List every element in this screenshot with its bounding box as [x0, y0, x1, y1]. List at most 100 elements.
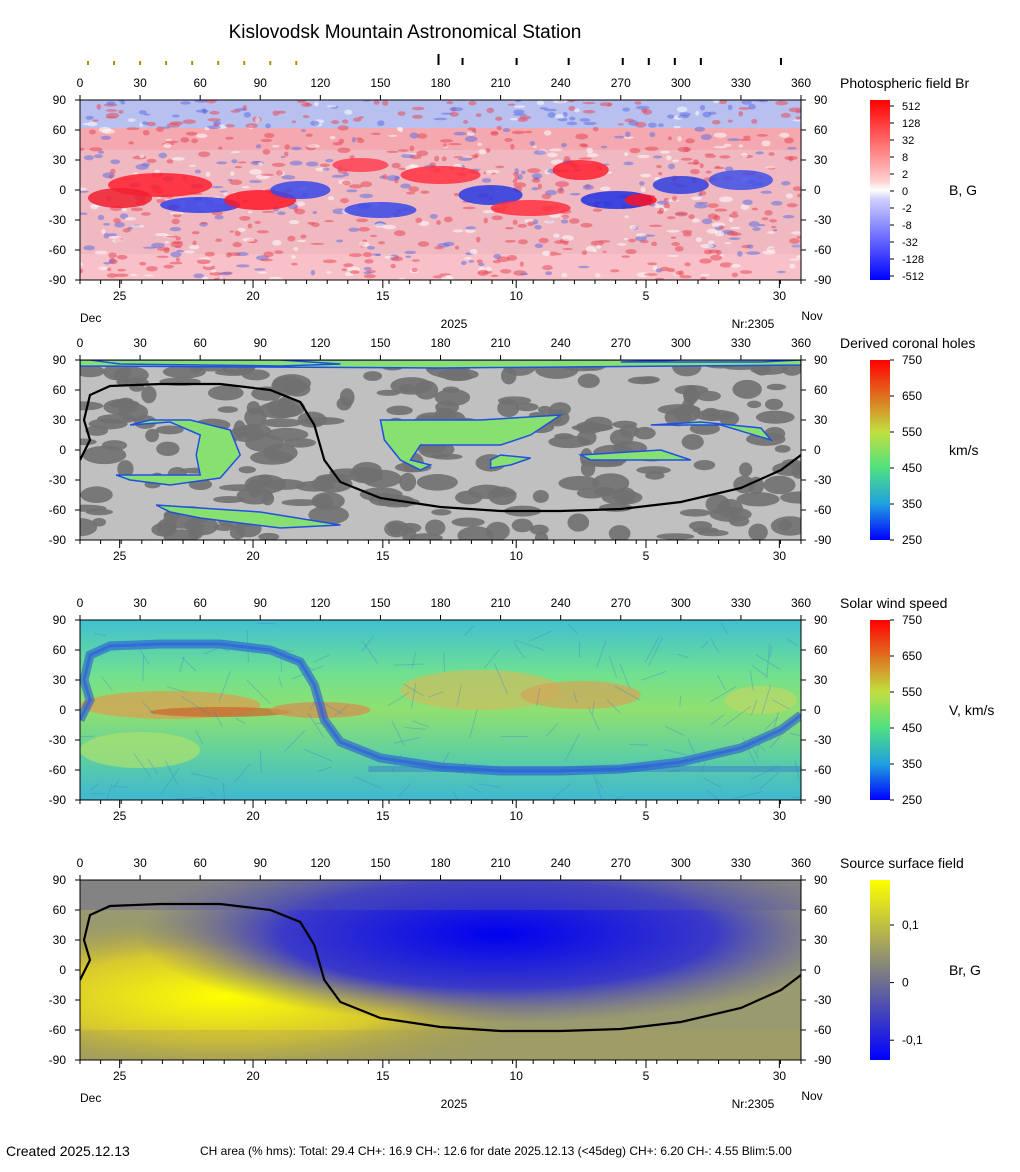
- wind-streak: [222, 783, 226, 800]
- field-speckle: [789, 258, 800, 261]
- field-speckle: [352, 117, 362, 122]
- closed-field-patch: [774, 445, 791, 453]
- y-tick-label-right: -90: [814, 1053, 832, 1067]
- wind-streak: [665, 725, 685, 736]
- field-speckle: [260, 173, 275, 176]
- field-speckle: [110, 159, 121, 165]
- field-speckle: [343, 263, 354, 268]
- field-speckle: [685, 138, 695, 144]
- month-left: Dec: [80, 1091, 101, 1105]
- field-speckle: [727, 119, 733, 123]
- field-speckle: [198, 151, 211, 158]
- field-speckle: [739, 138, 752, 141]
- field-speckle: [204, 127, 210, 131]
- closed-field-patch: [363, 371, 383, 381]
- date-tick-label: 25: [113, 289, 127, 303]
- date-tick-label: 5: [643, 549, 650, 563]
- y-tick-label-left: 60: [53, 123, 67, 137]
- x-tick-label: 60: [193, 856, 207, 870]
- field-speckle: [779, 132, 790, 138]
- y-tick-label-left: 90: [53, 353, 67, 367]
- field-speckle: [80, 262, 84, 267]
- closed-field-patch: [538, 405, 552, 414]
- colorbar-tick-label: 550: [902, 685, 922, 699]
- closed-field-patch: [145, 428, 159, 443]
- field-speckle: [293, 206, 299, 212]
- field-speckle: [625, 249, 637, 255]
- field-speckle: [397, 111, 406, 116]
- field-speckle: [364, 259, 374, 264]
- wind-streak: [733, 743, 760, 752]
- field-speckle: [691, 218, 700, 223]
- field-speckle: [227, 178, 233, 181]
- field-speckle: [412, 106, 425, 111]
- field-speckle: [358, 226, 370, 232]
- wind-streak: [292, 665, 324, 680]
- field-speckle: [359, 193, 374, 199]
- wind-streak: [355, 776, 382, 789]
- field-speckle: [676, 106, 688, 113]
- active-region: [344, 202, 417, 218]
- field-speckle: [532, 145, 537, 149]
- field-speckle: [705, 170, 712, 174]
- map-coronal_holes: [80, 360, 801, 540]
- field-speckle: [214, 215, 224, 220]
- slow-wind-core: [80, 642, 801, 773]
- field-speckle: [624, 215, 629, 219]
- x-tick-label: 150: [370, 856, 390, 870]
- field-speckle: [512, 219, 518, 225]
- field-speckle: [792, 119, 801, 122]
- y-tick-label-left: -30: [49, 993, 67, 1007]
- x-tick-label: 180: [430, 596, 450, 610]
- field-speckle: [314, 101, 319, 107]
- y-tick-label-left: -90: [49, 533, 67, 547]
- field-speckle: [241, 186, 250, 189]
- field-speckle: [651, 241, 658, 247]
- field-speckle: [417, 241, 430, 247]
- field-speckle: [161, 126, 171, 129]
- field-speckle: [776, 270, 786, 274]
- field-speckle: [97, 214, 105, 221]
- field-speckle: [635, 236, 647, 242]
- wind-streak: [443, 652, 445, 672]
- closed-field-patch: [85, 508, 114, 516]
- field-speckle: [405, 255, 412, 259]
- field-speckle: [170, 251, 182, 258]
- field-speckle: [130, 273, 138, 277]
- x-tick-label: 360: [791, 596, 811, 610]
- field-speckle: [740, 152, 748, 158]
- field-speckle: [727, 104, 733, 111]
- y-tick-label-right: 90: [814, 353, 828, 367]
- closed-field-patch: [716, 498, 744, 519]
- wind-streak: [595, 778, 604, 789]
- wind-streak: [614, 685, 641, 701]
- wind-streak: [410, 682, 417, 709]
- x-tick-label: 210: [491, 336, 511, 350]
- closed-field-patch: [747, 476, 765, 495]
- field-speckle: [740, 203, 750, 210]
- wind-streak: [619, 663, 631, 689]
- active-region: [552, 160, 609, 180]
- date-tick-label: 5: [643, 809, 650, 823]
- y-tick-label-left: 30: [53, 933, 67, 947]
- wind-streak: [307, 712, 325, 739]
- field-speckle: [699, 163, 704, 169]
- field-speckle: [249, 169, 263, 175]
- field-speckle: [349, 270, 360, 274]
- field-speckle: [301, 129, 306, 133]
- closed-field-patch: [636, 466, 671, 475]
- colorbar-tick-label: 450: [902, 461, 922, 475]
- field-speckle: [146, 158, 157, 163]
- wind-streak: [687, 738, 700, 764]
- wind-streak: [456, 684, 462, 707]
- field-speckle: [151, 242, 165, 249]
- field-speckle: [103, 261, 111, 265]
- closed-field-patch: [80, 401, 104, 411]
- field-speckle: [89, 129, 96, 135]
- field-speckle: [713, 145, 727, 149]
- wind-streak: [412, 720, 430, 728]
- field-speckle: [200, 222, 208, 225]
- field-speckle: [406, 191, 416, 195]
- closed-field-patch: [339, 388, 355, 407]
